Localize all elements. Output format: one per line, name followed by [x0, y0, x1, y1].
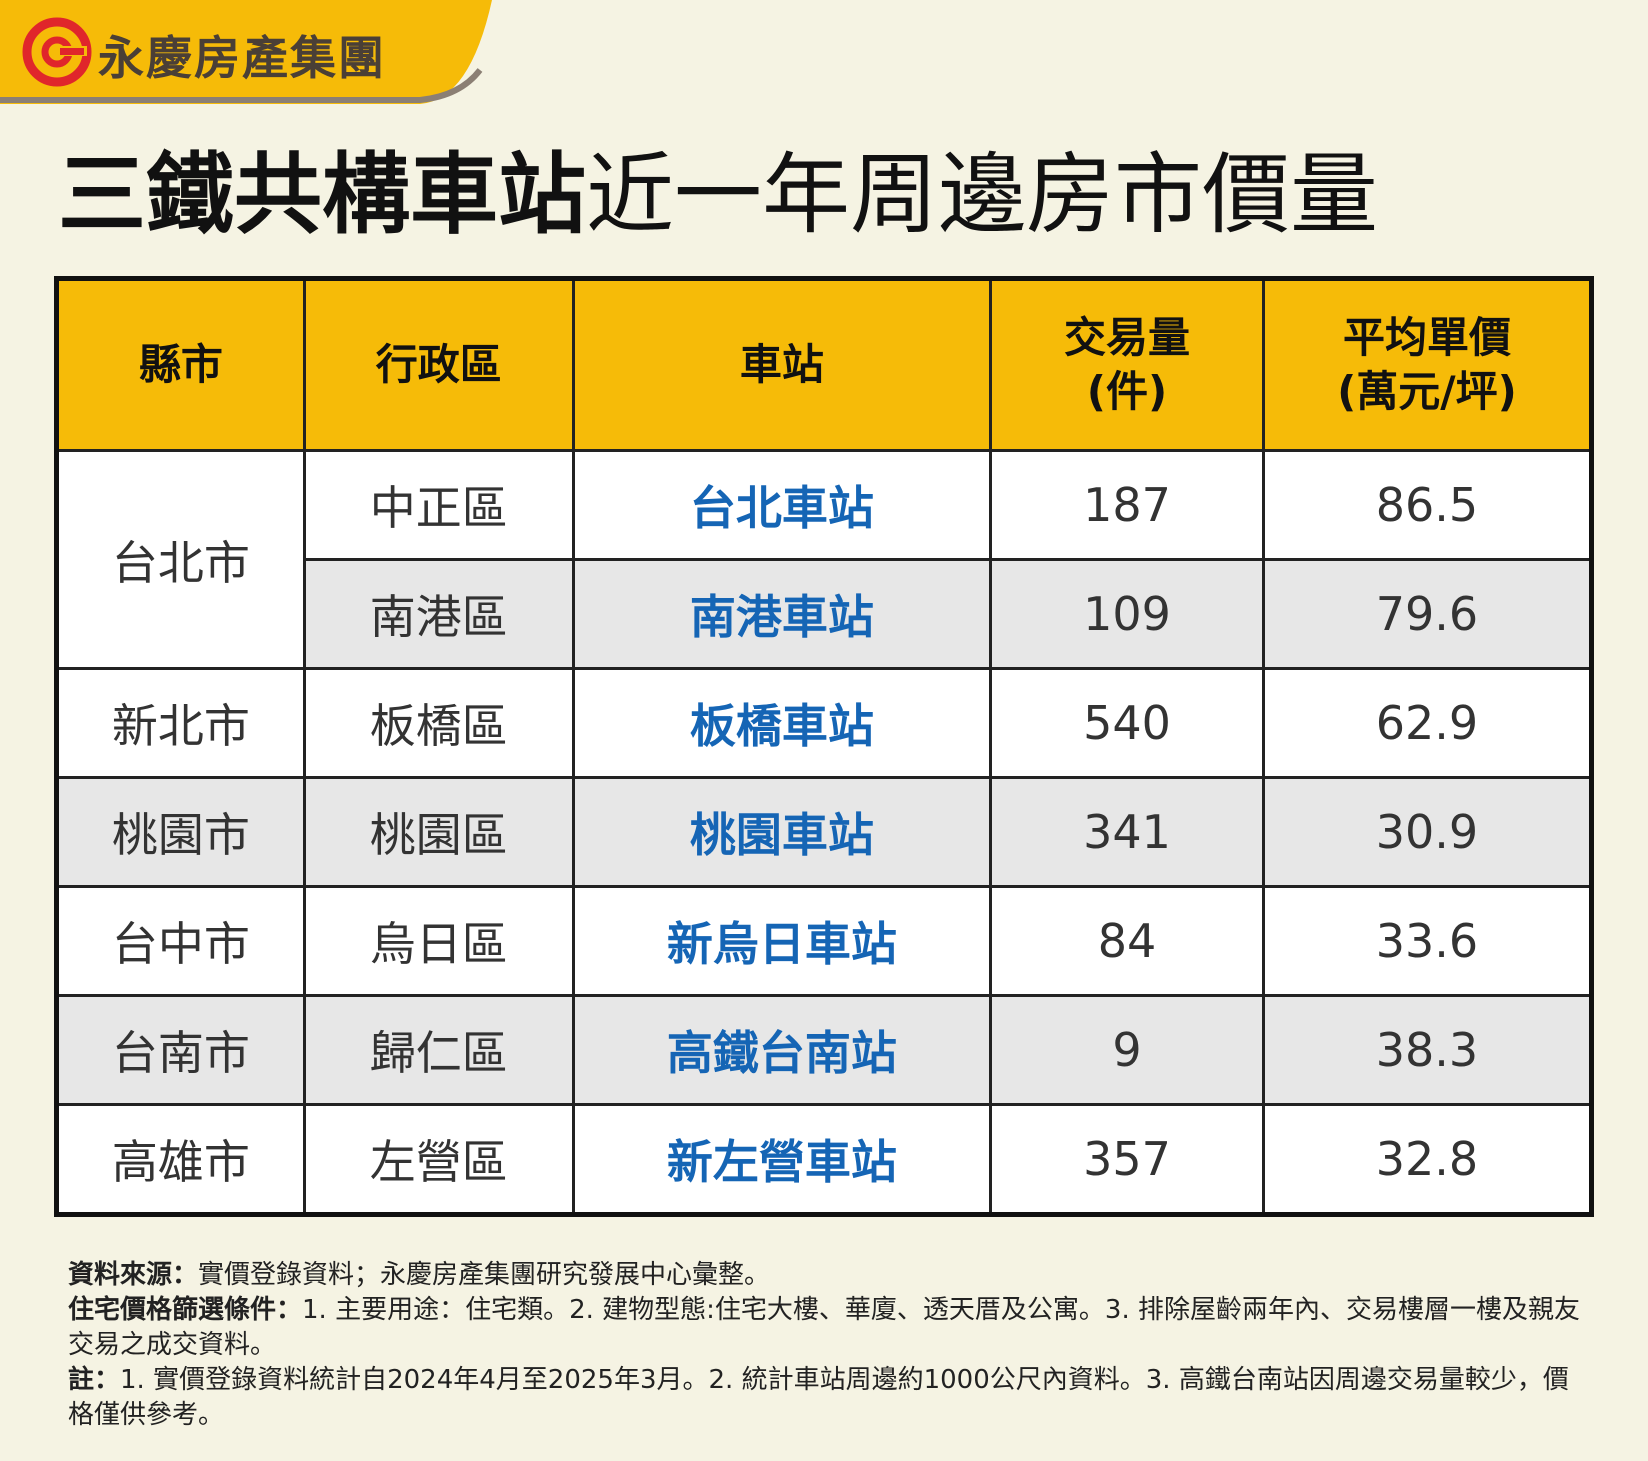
header-price-unit: (萬元/坪) — [1337, 367, 1517, 416]
volume-cell: 9 — [989, 994, 1265, 1106]
brand-name: 永慶房產集團 — [98, 31, 386, 85]
note-criteria-text: 1. 主要用途：住宅類。2. 建物型態:住宅大樓、華廈、透天厝及公寓。3. 排除… — [68, 1295, 1580, 1360]
price-cell: 38.3 — [1261, 994, 1594, 1106]
note-remark: 註：1. 實價登錄資料統計自2024年4月至2025年3月。2. 統計車站周邊約… — [68, 1363, 1588, 1433]
price-cell: 86.5 — [1261, 449, 1594, 561]
volume-cell: 84 — [989, 885, 1265, 997]
page-title: 三鐵共構車站近一年周邊房市價量 — [58, 140, 1378, 250]
station-cell: 板橋車站 — [571, 667, 993, 779]
note-criteria: 住宅價格篩選條件：1. 主要用途：住宅類。2. 建物型態:住宅大樓、華廈、透天厝… — [68, 1293, 1588, 1363]
note-remark-text: 1. 實價登錄資料統計自2024年4月至2025年3月。2. 統計車站周邊約10… — [68, 1365, 1569, 1430]
volume-cell: 187 — [989, 449, 1265, 561]
district-cell: 板橋區 — [302, 667, 575, 779]
district-cell: 桃園區 — [302, 776, 575, 888]
header-volume: 交易量 (件) — [989, 277, 1265, 452]
table-row: 台南市 歸仁區 高鐵台南站 9 38.3 — [55, 994, 1594, 1106]
county-cell: 高雄市 — [55, 1103, 306, 1216]
table-row: 台北市 中正區 台北車站 187 86.5 — [55, 449, 1594, 670]
price-volume-table: 縣市 行政區 車站 交易量 (件) 平均單價 (萬元/坪) 台北市 中正區 台北車站… — [54, 276, 1594, 1217]
volume-cell: 341 — [989, 776, 1265, 888]
station-cell: 台北車站 — [571, 449, 993, 561]
table-row: 南港區 南港車站 109 79.6 — [57, 558, 1594, 670]
note-source-text: 實價登錄資料；永慶房產集團研究發展中心彙整。 — [198, 1260, 771, 1290]
county-cell: 新北市 — [55, 667, 306, 779]
note-remark-label: 註： — [68, 1365, 121, 1395]
note-criteria-label: 住宅價格篩選條件： — [68, 1295, 303, 1325]
county-cell: 台南市 — [55, 994, 306, 1106]
header-price-label: 平均單價 — [1342, 313, 1511, 362]
station-cell: 新烏日車站 — [571, 885, 993, 997]
note-source-label: 資料來源： — [68, 1260, 199, 1290]
price-cell: 79.6 — [1261, 558, 1594, 670]
volume-cell: 540 — [989, 667, 1265, 779]
title-bold: 三鐵共構車站 — [58, 143, 587, 246]
table-row: 桃園市 桃園區 桃園車站 341 30.9 — [55, 776, 1594, 888]
price-cell: 32.8 — [1261, 1103, 1594, 1216]
footnotes: 資料來源：實價登錄資料；永慶房產集團研究發展中心彙整。 住宅價格篩選條件：1. … — [68, 1258, 1588, 1433]
price-cell: 33.6 — [1261, 885, 1594, 997]
station-cell: 高鐵台南站 — [571, 994, 993, 1106]
brand-banner: 永慶房產集團 — [0, 0, 492, 106]
station-cell: 南港車站 — [571, 558, 993, 670]
district-cell: 烏日區 — [302, 885, 575, 997]
header-station: 車站 — [571, 277, 993, 452]
header-price: 平均單價 (萬元/坪) — [1261, 277, 1594, 452]
price-cell: 62.9 — [1261, 667, 1594, 779]
district-cell: 中正區 — [302, 449, 575, 561]
price-cell: 30.9 — [1261, 776, 1594, 888]
district-cell: 歸仁區 — [302, 994, 575, 1106]
district-cell: 南港區 — [302, 558, 575, 670]
district-cell: 左營區 — [302, 1103, 575, 1216]
header-county: 縣市 — [55, 277, 306, 452]
volume-cell: 357 — [989, 1103, 1265, 1216]
station-cell: 桃園車站 — [571, 776, 993, 888]
header-volume-label: 交易量 — [1063, 313, 1190, 362]
table-row: 台中市 烏日區 新烏日車站 84 33.6 — [55, 885, 1594, 997]
header-volume-unit: (件) — [1086, 367, 1168, 416]
volume-cell: 109 — [989, 558, 1265, 670]
table-header-row: 縣市 行政區 車站 交易量 (件) 平均單價 (萬元/坪) — [55, 277, 1594, 452]
note-source: 資料來源：實價登錄資料；永慶房產集團研究發展中心彙整。 — [68, 1258, 1588, 1293]
station-cell: 新左營車站 — [571, 1103, 993, 1216]
county-cell: 台北市 — [55, 449, 306, 670]
header-district: 行政區 — [302, 277, 575, 452]
table-row: 高雄市 左營區 新左營車站 357 32.8 — [55, 1103, 1594, 1216]
brand-logo-icon — [22, 17, 92, 87]
county-cell: 台中市 — [55, 885, 306, 997]
county-cell: 桃園市 — [55, 776, 306, 888]
brand-banner-shape — [0, 0, 492, 104]
table-row: 新北市 板橋區 板橋車站 540 62.9 — [55, 667, 1594, 779]
title-light: 近一年周邊房市價量 — [586, 143, 1379, 246]
